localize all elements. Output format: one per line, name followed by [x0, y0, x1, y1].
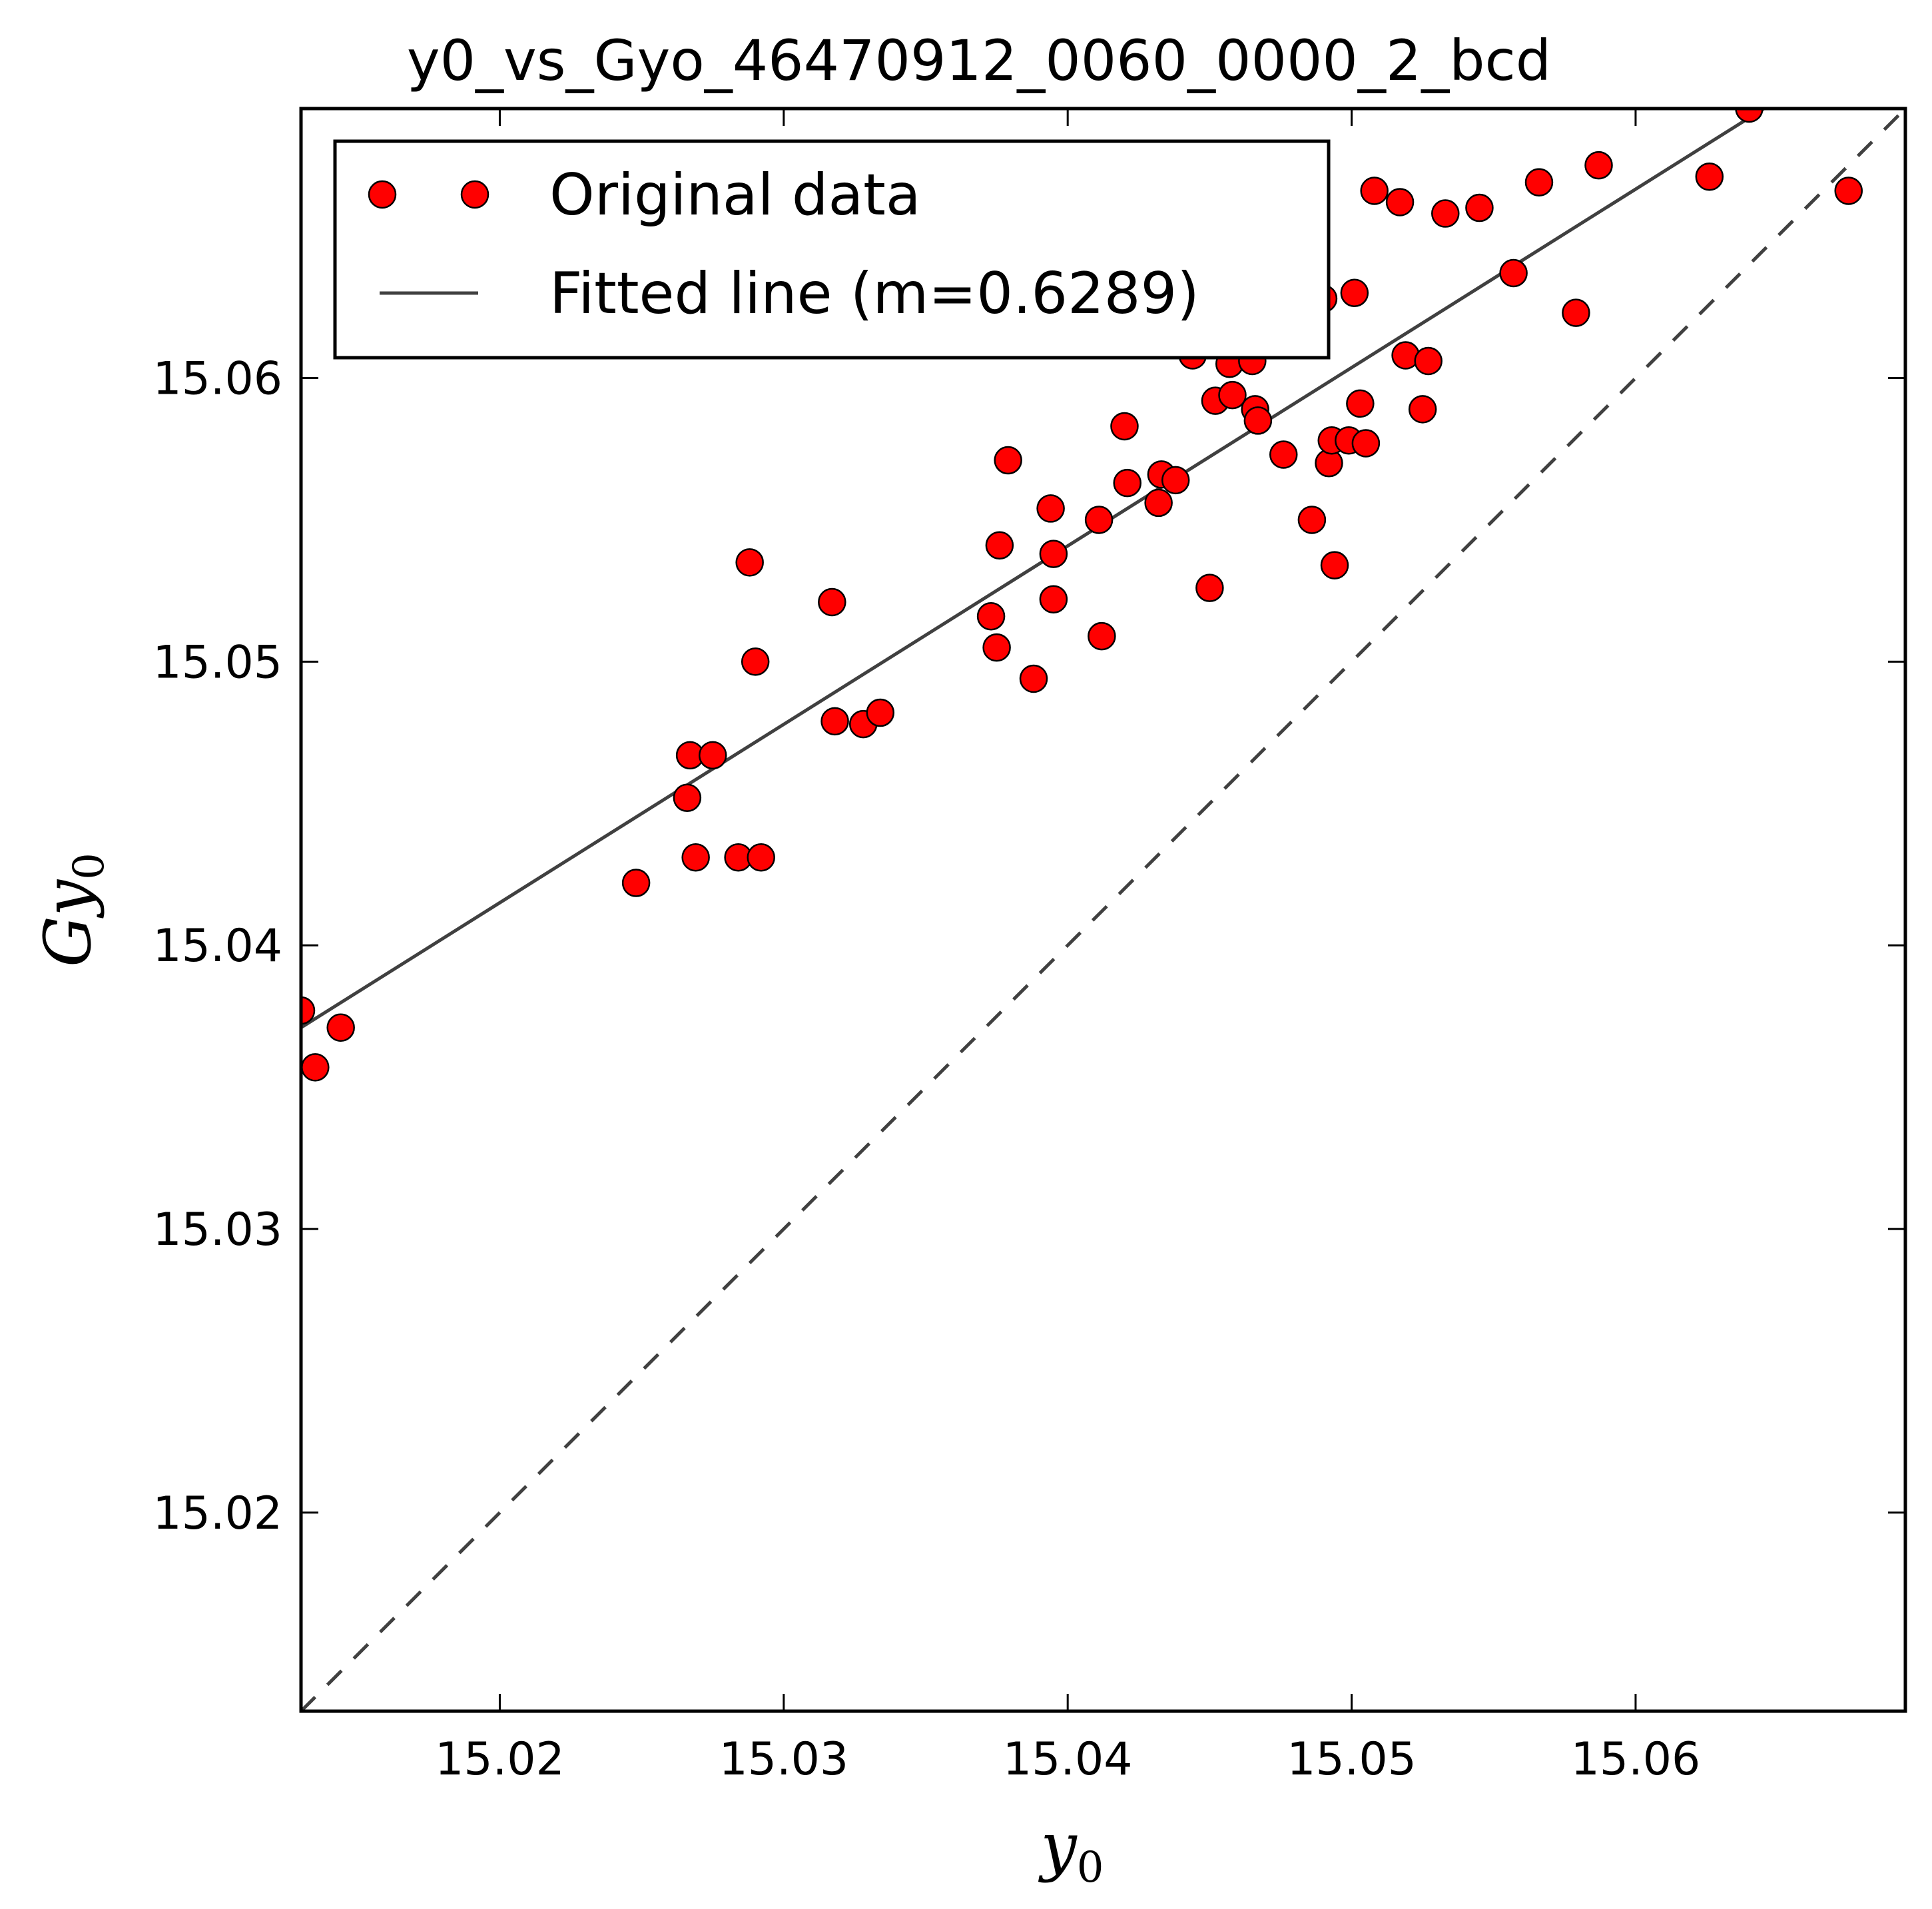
data-point	[1465, 193, 1494, 222]
y-axis-label-main: Gy	[31, 879, 105, 967]
data-point	[1414, 346, 1443, 376]
legend-box	[333, 139, 1331, 360]
data-point	[1243, 406, 1273, 435]
data-point	[976, 602, 1006, 631]
x-axis-label: y0	[1038, 1809, 1104, 1892]
data-point	[1036, 494, 1065, 523]
data-point	[735, 548, 764, 577]
data-points	[301, 109, 1863, 1082]
data-point	[1562, 298, 1590, 327]
data-point	[1195, 573, 1224, 602]
legend-marker-right	[460, 180, 489, 209]
legend-marker-left	[368, 180, 397, 209]
x-axis-label-subscript: 0	[1077, 1843, 1104, 1892]
data-point	[1019, 664, 1048, 693]
x-tick-label: 15.03	[719, 1733, 848, 1786]
data-point	[818, 587, 846, 617]
data-point	[982, 633, 1011, 662]
data-point	[1039, 540, 1068, 568]
data-point	[741, 647, 770, 676]
x-tick-label: 15.04	[1003, 1733, 1133, 1786]
data-point	[1320, 551, 1349, 579]
x-tick-label: 15.02	[435, 1733, 565, 1786]
y-tick-label: 15.03	[153, 1204, 282, 1256]
data-point	[621, 869, 651, 897]
data-point	[1161, 466, 1190, 495]
data-point	[747, 843, 775, 872]
data-point	[1360, 177, 1389, 205]
data-point	[1408, 395, 1437, 424]
data-point	[1431, 199, 1460, 228]
legend-label-fit: Fitted line (m=0.6289)	[549, 260, 1199, 327]
data-point	[1340, 278, 1369, 308]
data-point	[1039, 585, 1068, 613]
y-axis-label-subscript: 0	[65, 853, 114, 880]
data-point	[326, 1013, 355, 1042]
data-point	[1695, 162, 1724, 191]
data-point	[673, 783, 702, 813]
y-tick-label: 15.06	[153, 353, 282, 406]
data-point	[1834, 177, 1863, 205]
data-point	[1297, 506, 1327, 534]
data-point	[1110, 412, 1139, 441]
identity-reference-line	[301, 109, 1905, 1711]
axis-ticks: 15.02 15.03 15.04 15.05 15.06 15.02 15.03 15.04…	[153, 109, 1905, 1786]
data-point	[1218, 380, 1247, 410]
legend: Original data Fitted line (m=0.6289)	[333, 139, 1331, 360]
chart-title: y0_vs_Gyo_46470912_0060_0000_2_bcd	[407, 28, 1551, 93]
data-point	[985, 531, 1014, 560]
x-tick-label: 15.05	[1287, 1733, 1417, 1786]
data-point	[698, 741, 727, 770]
data-point	[681, 843, 710, 872]
y-axis-label: Gy0	[31, 853, 114, 967]
x-tick-label: 15.06	[1571, 1733, 1701, 1786]
data-point	[994, 446, 1022, 475]
y-tick-label: 15.04	[153, 920, 282, 972]
data-point	[1084, 506, 1114, 534]
data-point	[1735, 109, 1764, 123]
data-point	[1088, 621, 1116, 651]
plot-frame	[299, 107, 1907, 1713]
y-tick-label: 15.05	[153, 636, 282, 689]
y-tick-label: 15.02	[153, 1487, 282, 1540]
data-point	[1269, 440, 1298, 469]
data-point	[1499, 258, 1528, 288]
data-point	[1385, 188, 1415, 216]
data-point	[301, 996, 316, 1025]
data-point	[866, 698, 895, 727]
data-point	[1584, 151, 1613, 180]
legend-label-data: Original data	[549, 162, 921, 228]
data-point	[1113, 468, 1141, 498]
data-point	[1524, 168, 1554, 196]
data-point	[1351, 429, 1381, 458]
data-point	[1346, 389, 1375, 418]
data-point	[1144, 488, 1173, 518]
data-point	[301, 1053, 330, 1082]
data-point	[820, 707, 849, 736]
x-axis-label-main: y	[1038, 1809, 1078, 1884]
